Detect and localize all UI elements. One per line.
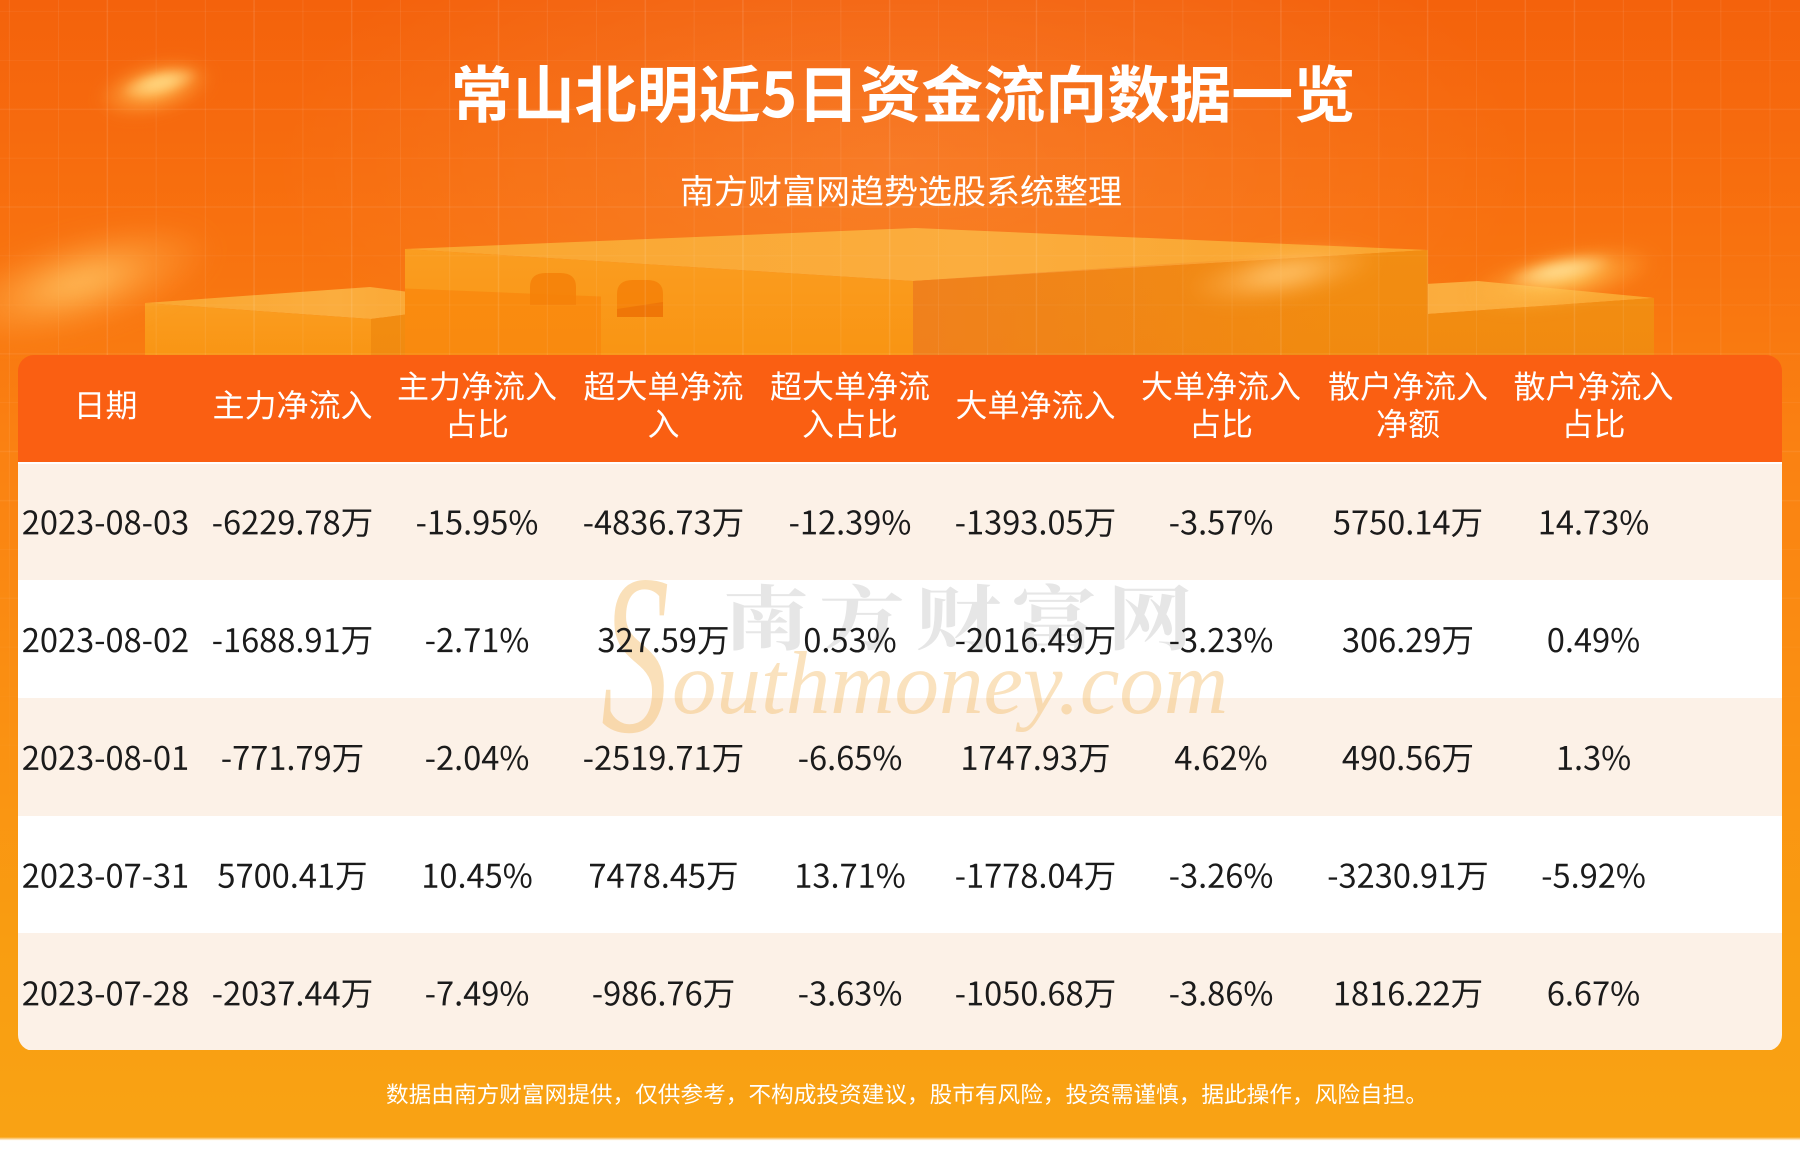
svg-text:S: S — [601, 527, 669, 780]
svg-text:outhmoney.com: outhmoney.com — [672, 635, 1228, 733]
